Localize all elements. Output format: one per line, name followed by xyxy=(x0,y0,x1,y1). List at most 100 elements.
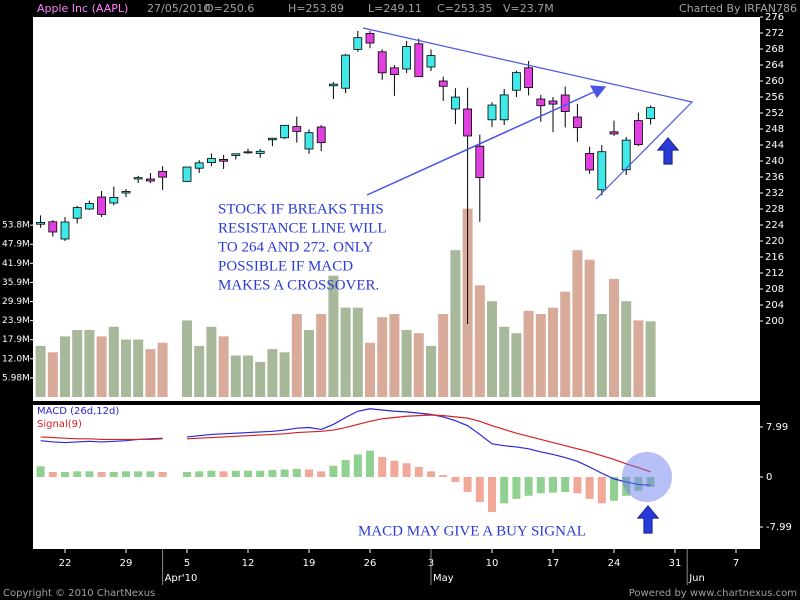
annotation-line: RESISTANCE LINE WILL xyxy=(218,220,387,236)
up-arrow xyxy=(636,505,660,534)
candle-body xyxy=(597,151,607,191)
marks xyxy=(35,31,656,513)
histogram-bar xyxy=(134,471,143,477)
y-tick-label: 264 xyxy=(765,60,784,71)
quote: V=23.7M xyxy=(503,2,554,15)
volume-bar xyxy=(438,314,449,397)
candle-body xyxy=(85,203,94,210)
volume-tick-label: 53.8M xyxy=(2,221,30,231)
y-tick-label: 228 xyxy=(765,204,784,215)
credit: Charted By IRFAN786 xyxy=(679,2,797,15)
histogram-bar xyxy=(48,471,57,477)
histogram-bar xyxy=(97,471,106,477)
buy-note: MACD MAY GIVE A BUY SIGNAL xyxy=(358,523,586,539)
trend-arrow xyxy=(366,90,597,196)
histogram-bar xyxy=(61,471,69,477)
volume-bar xyxy=(511,333,522,397)
candle-body xyxy=(206,158,216,164)
histogram-bar xyxy=(268,470,277,477)
x-tick-label: 10 xyxy=(486,558,499,569)
histogram-bar xyxy=(402,463,411,477)
histogram-bar xyxy=(561,477,570,493)
histogram-bar xyxy=(585,477,594,499)
candle-body xyxy=(194,162,204,169)
candle-body xyxy=(475,145,485,178)
candle-body xyxy=(36,221,45,225)
volume-bar xyxy=(255,361,266,397)
candle-body xyxy=(145,178,155,182)
candle-body xyxy=(341,54,351,89)
histogram-bar xyxy=(573,477,582,494)
candle-body xyxy=(426,55,436,68)
histogram-bar xyxy=(183,471,191,477)
histogram-bar xyxy=(219,471,228,477)
volume-bar xyxy=(121,339,131,397)
x-tick-label: 12 xyxy=(242,558,255,569)
y-tick-label: 220 xyxy=(765,236,784,247)
volume-bar xyxy=(316,314,327,397)
histogram-bar xyxy=(414,466,423,477)
up-arrow xyxy=(656,137,680,165)
quote: H=253.89 xyxy=(288,2,344,15)
y-tick-label: 232 xyxy=(765,188,784,199)
histogram-bar xyxy=(109,471,118,477)
x-tick-label: 5 xyxy=(184,558,190,569)
volume-bar xyxy=(194,345,205,397)
histogram-bar xyxy=(305,469,313,477)
x-tick-label: 17 xyxy=(547,558,560,569)
volume-tick-label: 17.9M xyxy=(2,335,30,345)
histogram-bar xyxy=(73,471,82,477)
candle-body xyxy=(328,83,338,87)
histogram-bar xyxy=(280,469,289,477)
x-tick-label: 31 xyxy=(669,558,682,569)
histogram-bar xyxy=(158,471,167,477)
volume-tick-label: 23.9M xyxy=(2,316,30,326)
candle-body xyxy=(377,51,387,74)
volume-bar xyxy=(609,278,619,397)
y-tick-label: 224 xyxy=(765,220,784,231)
volume-bar xyxy=(352,307,363,397)
volume-tick-label: 5.98M xyxy=(2,373,30,383)
histogram-bar xyxy=(463,477,472,493)
candle-body xyxy=(389,67,399,76)
volume-bar xyxy=(60,336,70,397)
macd-tick-label: 7.99 xyxy=(766,422,788,433)
candle-body xyxy=(158,170,168,178)
volume-bar xyxy=(487,301,497,397)
volume-tick-label: 47.9M xyxy=(2,240,30,250)
stock-title: Apple Inc (AAPL) xyxy=(37,2,128,15)
volume-bar xyxy=(35,345,46,397)
histogram-bar xyxy=(122,471,130,477)
month-label: Jun xyxy=(688,573,705,584)
signal-line xyxy=(40,414,651,473)
histogram-bar xyxy=(256,470,265,477)
quote: C=253.35 xyxy=(437,2,492,15)
x-tick-label: 7 xyxy=(733,558,739,569)
candle-body xyxy=(60,221,70,240)
candle-body xyxy=(243,151,253,154)
volume-bar xyxy=(340,307,351,397)
volume-bar xyxy=(157,342,168,397)
volume-bar xyxy=(267,349,278,397)
y-tick-label: 240 xyxy=(765,156,784,167)
volume-bar xyxy=(621,301,632,397)
y-tick-label: 276 xyxy=(765,12,784,23)
volume-bar xyxy=(365,342,375,397)
month-label: Apr'10 xyxy=(165,573,198,584)
candle-body xyxy=(133,177,143,180)
y-tick-label: 204 xyxy=(765,300,784,311)
y-tick-label: 256 xyxy=(765,92,784,103)
triangle-line xyxy=(362,27,694,200)
histogram-bar xyxy=(231,470,240,477)
volume-bar xyxy=(72,329,83,397)
histogram-bar xyxy=(329,465,338,477)
x-tick-label: 19 xyxy=(303,558,316,569)
macd-tick-label: 0 xyxy=(766,472,772,483)
histogram-bar xyxy=(524,477,533,496)
candle-body xyxy=(512,72,521,91)
volume-bar xyxy=(401,329,412,397)
candle-body xyxy=(280,124,290,139)
macd-tick-label: -7.99 xyxy=(766,522,792,533)
y-tick-label: 272 xyxy=(765,28,784,39)
